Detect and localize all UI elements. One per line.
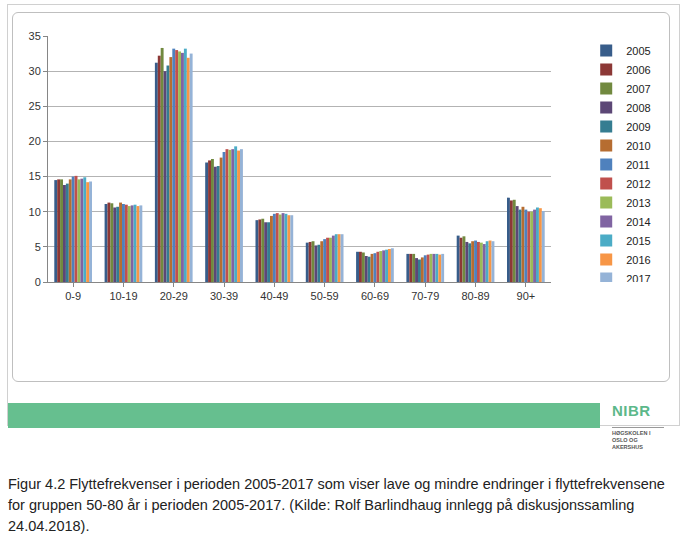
svg-text:10: 10 — [29, 206, 41, 218]
svg-text:25: 25 — [29, 100, 41, 112]
svg-text:2012: 2012 — [626, 178, 650, 190]
svg-text:30-39: 30-39 — [210, 290, 238, 302]
svg-text:5: 5 — [35, 241, 41, 253]
svg-text:2008: 2008 — [626, 102, 650, 114]
svg-text:0-9: 0-9 — [65, 290, 81, 302]
svg-text:2017: 2017 — [626, 273, 650, 282]
svg-text:20-29: 20-29 — [160, 290, 188, 302]
html-text:HØGSKOLEN I OSLO OG AKERSHUS: HØGSKOLEN I OSLO OG AKERSHUS — [612, 430, 651, 450]
svg-text:90+: 90+ — [517, 290, 536, 302]
svg-text:10-19: 10-19 — [109, 290, 137, 302]
html-text:Figur 4.2 Flyttefrekvenser i p: Figur 4.2 Flyttefrekvenser i perioden 20… — [8, 476, 665, 534]
svg-text:2016: 2016 — [626, 254, 650, 266]
svg-text:2007: 2007 — [626, 83, 650, 95]
svg-text:40-49: 40-49 — [260, 290, 288, 302]
svg-text:20: 20 — [29, 135, 41, 147]
svg-text:0: 0 — [35, 276, 41, 288]
svg-text:2005: 2005 — [626, 45, 650, 57]
svg-text:2010: 2010 — [626, 140, 650, 152]
svg-text:2013: 2013 — [626, 197, 650, 209]
svg-text:2015: 2015 — [626, 235, 650, 247]
svg-text:2011: 2011 — [626, 159, 650, 171]
svg-text:70-79: 70-79 — [411, 290, 439, 302]
svg-text:50-59: 50-59 — [311, 290, 339, 302]
svg-text:2006: 2006 — [626, 64, 650, 76]
svg-text:60-69: 60-69 — [361, 290, 389, 302]
svg-text:35: 35 — [29, 30, 41, 42]
svg-text:15: 15 — [29, 170, 41, 182]
html-text:NIBR: NIBR — [612, 402, 651, 419]
svg-text:30: 30 — [29, 65, 41, 77]
svg-text:2014: 2014 — [626, 216, 650, 228]
svg-text:2009: 2009 — [626, 121, 650, 133]
svg-text:80-89: 80-89 — [461, 290, 489, 302]
